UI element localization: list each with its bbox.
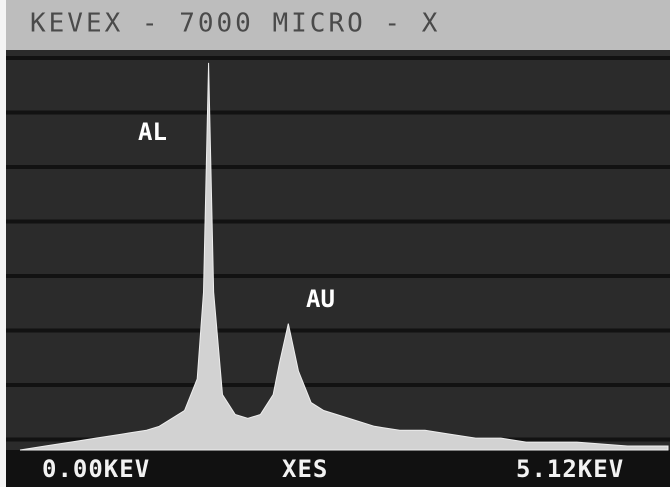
screen	[6, 0, 670, 487]
annotation: AU	[306, 285, 335, 313]
x-center-label: XES	[282, 455, 328, 483]
chart: KEVEX - 7000 MICRO - X AL AU 0.00KEV XES…	[0, 0, 670, 487]
annotation: AL	[138, 118, 167, 146]
x-start-label: 0.00KEV	[42, 455, 150, 483]
x-end-label: 5.12KEV	[516, 455, 624, 483]
chart-title: KEVEX - 7000 MICRO - X	[30, 9, 440, 39]
